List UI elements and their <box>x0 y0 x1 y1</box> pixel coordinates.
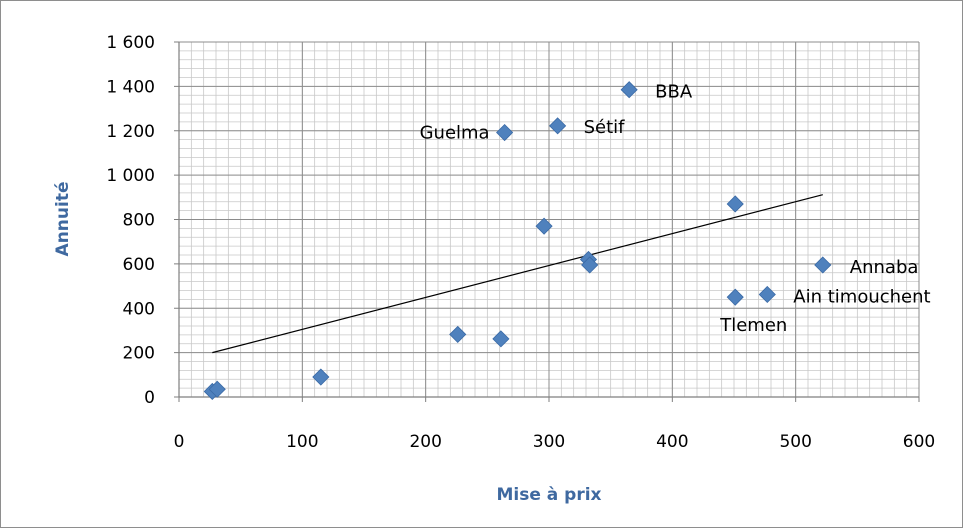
x-tick-label: 500 <box>779 432 811 452</box>
x-tick-label: 0 <box>174 432 185 452</box>
x-tick-label: 600 <box>903 432 935 452</box>
data-point <box>726 195 744 213</box>
point-label: Ain timouchent <box>793 286 930 307</box>
x-tick-label: 200 <box>409 432 441 452</box>
point-label: Annaba <box>850 257 919 278</box>
data-point <box>581 256 599 274</box>
point-label: Sétif <box>584 117 626 138</box>
y-tick-label: 1 200 <box>106 122 155 142</box>
y-tick-label: 600 <box>123 255 155 275</box>
data-point <box>814 256 832 274</box>
data-point <box>496 123 514 142</box>
point-labels: Guelma Sétif BBA Tlemen Ain timouchent Annaba <box>420 82 931 336</box>
trendline <box>212 194 823 354</box>
data-point <box>535 217 553 235</box>
data-point <box>726 288 744 306</box>
axes <box>174 41 920 402</box>
y-tick-labels: 0 200 400 600 800 1 000 1 200 1 400 1 600 <box>106 33 155 408</box>
data-point <box>492 330 510 348</box>
y-tick-label: 800 <box>123 211 155 231</box>
x-axis-title: Mise à prix <box>496 485 601 505</box>
data-point <box>758 285 776 304</box>
x-tick-label: 100 <box>286 432 318 452</box>
x-tick-label: 400 <box>656 432 688 452</box>
y-tick-label: 1 400 <box>106 77 155 97</box>
point-label: Tlemen <box>719 315 787 336</box>
data-points <box>203 81 832 401</box>
trendline-segment <box>212 194 823 354</box>
data-point <box>549 117 567 135</box>
y-tick-label: 0 <box>144 388 155 408</box>
x-tick-labels: 0 100 200 300 400 500 600 <box>174 432 936 452</box>
y-axis-title: Annuité <box>53 182 73 257</box>
y-tick-label: 400 <box>123 299 155 319</box>
point-label: Guelma <box>420 123 490 144</box>
x-tick-label: 300 <box>533 432 565 452</box>
point-label: BBA <box>655 82 693 103</box>
y-tick-label: 1 000 <box>106 166 155 186</box>
data-point <box>208 380 226 398</box>
data-point <box>449 325 467 343</box>
data-point <box>620 81 638 99</box>
y-tick-label: 1 600 <box>106 33 155 53</box>
data-point <box>312 368 330 386</box>
y-tick-label: 200 <box>123 344 155 364</box>
